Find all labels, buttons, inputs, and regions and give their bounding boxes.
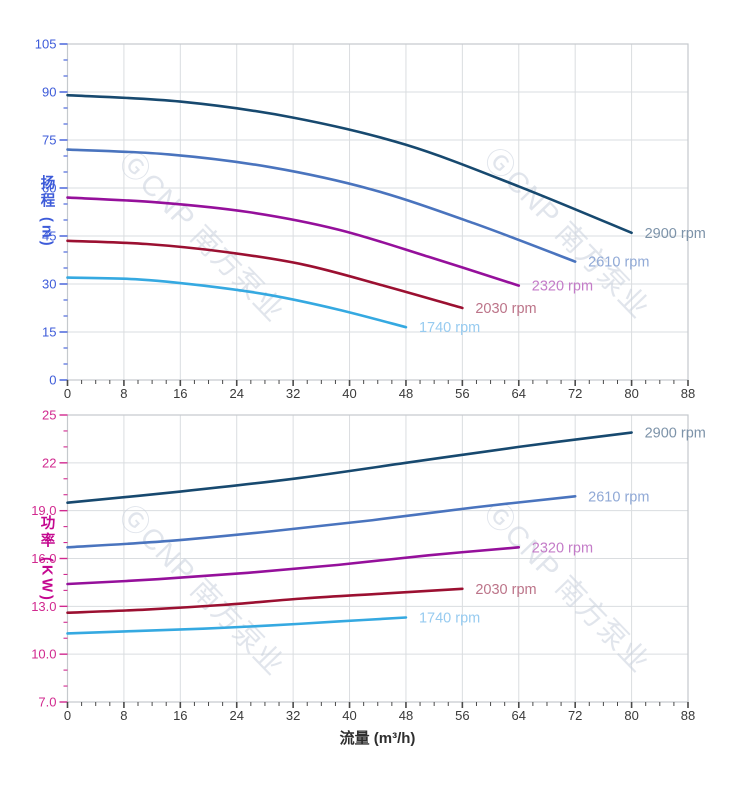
y-tick-label: 90	[42, 85, 56, 100]
x-tick-label: 64	[512, 386, 526, 401]
x-tick-label: 8	[120, 708, 127, 723]
curve-2320-rpm	[66, 196, 521, 287]
x-tick-label: 8	[120, 386, 127, 401]
y-tick-label: 0	[49, 373, 56, 388]
curve-1740-rpm	[66, 616, 408, 635]
y-tick-label: 45	[42, 229, 56, 244]
curve-label-2320-rpm: 2320 rpm	[532, 279, 593, 295]
x-tick-label: 72	[568, 386, 582, 401]
power-axis-title: 功率 (KW)	[38, 514, 55, 603]
x-tick-label: 48	[399, 386, 413, 401]
curve-2610-rpm	[66, 148, 577, 263]
y-tick-label: 16.0	[31, 551, 56, 566]
curve-2610-rpm	[66, 495, 577, 549]
x-tick-label: 40	[342, 386, 356, 401]
y-tick-label: 30	[42, 277, 56, 292]
curve-label-1740-rpm: 1740 rpm	[419, 610, 480, 626]
curve-2900-rpm	[66, 93, 633, 235]
y-tick-label: 15	[42, 325, 56, 340]
y-tick-label: 75	[42, 133, 56, 148]
curve-1740-rpm	[66, 276, 408, 329]
y-tick-label: 13.0	[31, 599, 56, 614]
y-tick-label: 19.0	[31, 503, 56, 518]
y-tick-label: 60	[42, 181, 56, 196]
chart-power-vs-flow: ⒼCNP 南方泵业 ⒼCNP 南方泵业7.010.013.016.019.0222…	[31, 408, 706, 724]
flow-axis-title: 流量 (m³/h)	[339, 730, 416, 747]
x-tick-label: 24	[229, 386, 243, 401]
y-tick-label: 105	[35, 37, 57, 52]
x-tick-label: 16	[173, 708, 187, 723]
curve-2030-rpm	[66, 587, 464, 615]
curve-label-2900-rpm: 2900 rpm	[645, 426, 706, 442]
curve-2320-rpm	[66, 546, 521, 586]
y-tick-label: 22	[42, 455, 56, 470]
y-tick-label: 7.0	[38, 695, 56, 710]
y-tick-label: 25	[42, 408, 56, 423]
x-tick-label: 88	[681, 708, 695, 723]
x-tick-label: 88	[681, 386, 695, 401]
curve-2900-rpm	[66, 431, 633, 504]
curve-label-2610-rpm: 2610 rpm	[588, 489, 649, 505]
curve-label-2610-rpm: 2610 rpm	[588, 255, 649, 271]
x-tick-label: 48	[399, 708, 413, 723]
watermark: ⒼCNP 南方泵业	[112, 145, 290, 328]
curve-label-1740-rpm: 1740 rpm	[419, 320, 480, 336]
x-tick-label: 0	[64, 386, 71, 401]
x-tick-label: 64	[512, 708, 526, 723]
x-tick-label: 80	[624, 386, 638, 401]
x-tick-label: 80	[624, 708, 638, 723]
x-tick-label: 32	[286, 708, 300, 723]
x-tick-label: 24	[229, 708, 243, 723]
curve-2030-rpm	[66, 239, 464, 310]
head-axis-title: 扬程 (m)	[38, 175, 55, 249]
curve-label-2030-rpm: 2030 rpm	[475, 301, 536, 317]
x-tick-label: 32	[286, 386, 300, 401]
x-tick-label: 56	[455, 708, 469, 723]
x-tick-label: 40	[342, 708, 356, 723]
curve-label-2030-rpm: 2030 rpm	[475, 582, 536, 598]
x-tick-label: 0	[64, 708, 71, 723]
x-tick-label: 16	[173, 386, 187, 401]
x-tick-label: 72	[568, 708, 582, 723]
curve-label-2900-rpm: 2900 rpm	[645, 226, 706, 242]
x-tick-label: 56	[455, 386, 469, 401]
y-tick-label: 10.0	[31, 647, 56, 662]
curve-label-2320-rpm: 2320 rpm	[532, 540, 593, 556]
